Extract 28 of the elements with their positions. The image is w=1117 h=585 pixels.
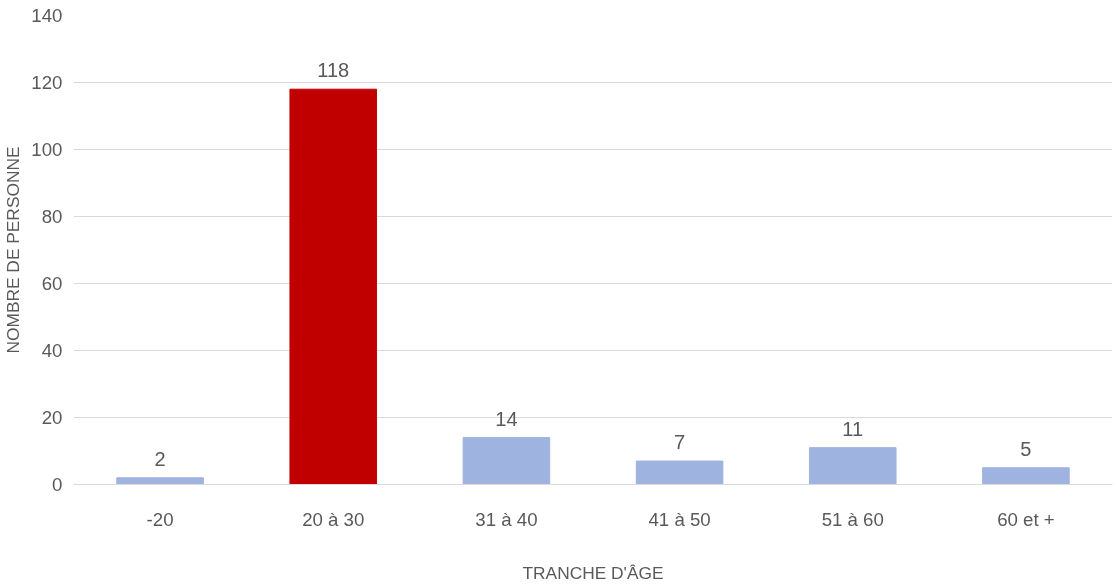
x-tick-label: 31 à 40 bbox=[475, 508, 538, 530]
data-label: 14 bbox=[495, 407, 518, 430]
x-tick-label: 60 et + bbox=[997, 508, 1055, 530]
data-label: 2 bbox=[154, 447, 166, 470]
data-label: 118 bbox=[317, 59, 350, 82]
x-tick-label: 51 à 60 bbox=[821, 508, 884, 530]
y-tick-label: 0 bbox=[52, 474, 63, 495]
bar bbox=[289, 88, 378, 485]
bar bbox=[982, 467, 1070, 485]
x-axis-title: TRANCHE D'ÂGE bbox=[522, 562, 664, 583]
y-tick-label: 120 bbox=[31, 72, 63, 93]
bar bbox=[116, 477, 204, 485]
y-tick-label: 20 bbox=[41, 407, 63, 428]
x-tick-label: 20 à 30 bbox=[302, 508, 365, 530]
y-tick-label: 80 bbox=[41, 206, 63, 227]
data-label: 11 bbox=[842, 417, 864, 440]
bar bbox=[462, 437, 551, 485]
y-tick-label: 140 bbox=[31, 5, 63, 26]
data-label: 7 bbox=[674, 431, 686, 454]
data-label: 5 bbox=[1020, 437, 1032, 460]
bar bbox=[635, 460, 724, 485]
y-tick-label: 40 bbox=[41, 340, 63, 361]
y-tick-label: 100 bbox=[31, 139, 63, 160]
y-tick-label: 60 bbox=[41, 273, 63, 294]
x-tick-label: 41 à 50 bbox=[648, 508, 711, 530]
y-axis-title: NOMBRE DE PERSONNE bbox=[3, 146, 24, 354]
bar bbox=[808, 447, 897, 485]
x-tick-label: -20 bbox=[146, 508, 174, 530]
